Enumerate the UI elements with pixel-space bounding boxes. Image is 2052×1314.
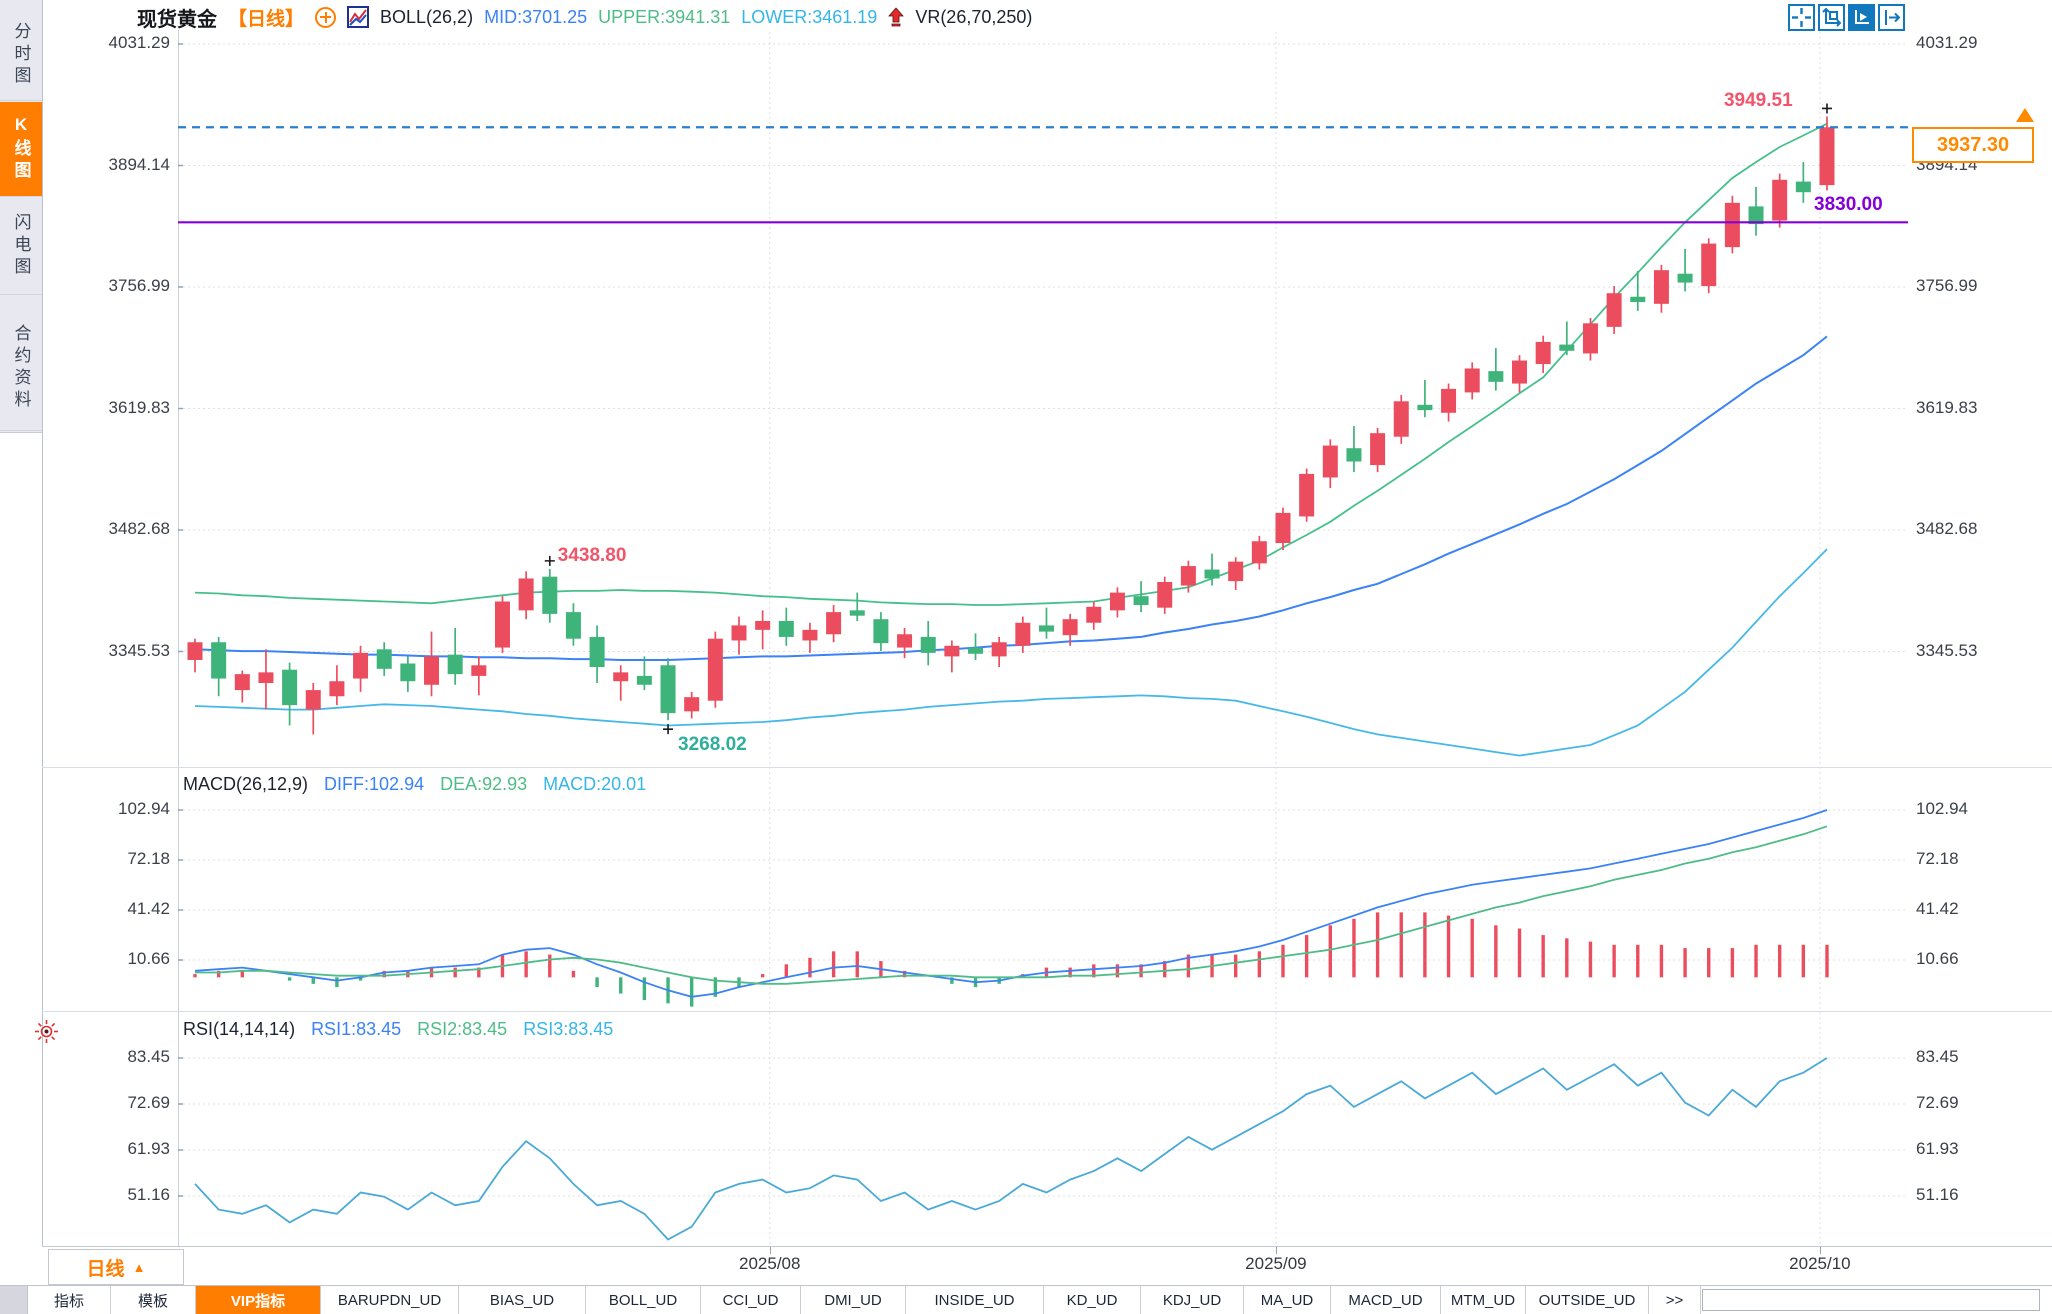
symbol-name: 现货黄金 [137, 8, 217, 31]
time-axis-tick [1275, 1247, 1277, 1254]
price-axis-label: 3894.14 [108, 154, 170, 174]
price-axis-label: 4031.29 [108, 33, 170, 52]
chevron-up-icon: ▲ [132, 1259, 146, 1275]
price-axis-label: 3345.53 [1916, 640, 1978, 660]
sidebar-tab-3[interactable]: 闪电图 [0, 198, 42, 295]
panel-divider [42, 767, 2052, 768]
boll-params: BOLL(26,2) [380, 6, 474, 27]
swing-low-label: 3268.02 [678, 734, 747, 756]
indicator-tab-MACD_UD[interactable]: MACD_UD [1331, 1286, 1441, 1314]
indicator-tab-KDJ_UD[interactable]: KDJ_UD [1141, 1286, 1244, 1314]
rsi-axis-label: 61.93 [1916, 1139, 1959, 1158]
indicator-tab-BARUPDN_UD[interactable]: BARUPDN_UD [321, 1286, 459, 1314]
kline-style-icon[interactable] [347, 6, 370, 28]
indicator-search-box[interactable] [1702, 1289, 2040, 1311]
rsi3-value: RSI3:83.45 [523, 1019, 614, 1039]
period-selector-button[interactable]: 日线 ▲ [48, 1249, 184, 1285]
fit-axis-icon[interactable] [1818, 4, 1845, 31]
indicator-tab-VIP指标[interactable]: VIP指标 [196, 1286, 321, 1314]
time-axis-label: 2025/10 [1789, 1254, 1851, 1273]
time-axis-label: 2025/08 [739, 1254, 801, 1273]
macd-axis-label: 72.18 [127, 849, 170, 868]
time-axis-tick [1819, 1247, 1821, 1254]
indicator-tab-BOLL_UD[interactable]: BOLL_UD [586, 1286, 701, 1314]
macd-axis-label: 102.94 [118, 799, 170, 818]
current-price-tag: 3937.30 [1912, 127, 2034, 163]
time-axis-label: 2025/09 [1245, 1254, 1307, 1273]
macd-axis-label: 10.66 [127, 949, 170, 968]
rsi-axis-label: 51.16 [127, 1185, 170, 1205]
rsi-axis-label: 61.93 [127, 1139, 170, 1158]
panel-divider [42, 1246, 2052, 1247]
vr-up-arrow-icon [888, 7, 905, 27]
sidebar-tab-1[interactable]: 分时图 [0, 10, 42, 101]
macd-header: MACD(26,12,9) DIFF:102.94 DEA:92.93 MACD… [183, 774, 646, 795]
boll-mid-value: MID:3701.25 [484, 6, 588, 27]
price-axis-label: 3619.83 [108, 397, 170, 417]
boll-upper-value: UPPER:3941.31 [598, 6, 731, 27]
swing-high-label: 3438.80 [557, 544, 627, 566]
boll-lower-value: LOWER:3461.19 [741, 6, 878, 27]
chart-toolbar [1788, 4, 1905, 31]
indicator-tab-模板[interactable]: 模板 [111, 1286, 196, 1314]
rsi2-value: RSI2:83.45 [417, 1019, 508, 1039]
time-axis-tick [769, 1247, 771, 1254]
latest-high-label: 3949.51 [1723, 90, 1793, 112]
scroll-to-latest-icon[interactable] [1878, 4, 1905, 31]
panel-divider [42, 1011, 2052, 1012]
add-indicator-icon[interactable] [315, 6, 337, 28]
macd-axis-label: 72.18 [1916, 849, 1959, 868]
macd-macd-value: MACD:20.01 [543, 774, 647, 794]
price-up-arrow-icon [2016, 108, 2034, 122]
price-axis-label: 3619.83 [1916, 397, 1978, 417]
rsi1-value: RSI1:83.45 [311, 1019, 402, 1039]
auto-scale-icon[interactable] [1848, 4, 1875, 31]
chart-header: 现货黄金 【日线】 BOLL(26,2) MID:3701.25 UPPER:3… [137, 3, 1032, 31]
macd-dea-value: DEA:92.93 [440, 774, 528, 794]
price-axis-label: 3482.68 [108, 519, 170, 538]
rsi-params: RSI(14,14,14) [183, 1019, 296, 1039]
bottom-corner-square [0, 1286, 28, 1314]
indicator-tab-DMI_UD[interactable]: DMI_UD [801, 1286, 906, 1314]
more-tabs-button[interactable]: >> [1649, 1286, 1701, 1314]
macd-axis-label: 41.42 [127, 899, 170, 918]
price-axis-label: 3345.53 [108, 640, 170, 660]
indicator-tab-INSIDE_UD[interactable]: INSIDE_UD [906, 1286, 1044, 1314]
macd-diff-value: DIFF:102.94 [324, 774, 425, 794]
rsi-axis-label: 51.16 [1916, 1185, 1959, 1205]
indicator-tab-指标[interactable]: 指标 [28, 1286, 111, 1314]
horizontal-line-price-label: 3830.00 [1814, 194, 1883, 216]
vr-params: VR(26,70,250) [915, 6, 1033, 27]
left-sidebar: 分时图 K线图 闪电图合约资料 [0, 0, 43, 1314]
rsi-axis-label: 72.69 [127, 1093, 170, 1112]
indicator-tab-CCI_UD[interactable]: CCI_UD [701, 1286, 801, 1314]
period-label: 【日线】 [228, 8, 305, 30]
indicator-tab-BIAS_UD[interactable]: BIAS_UD [459, 1286, 586, 1314]
price-axis-label: 4031.29 [1916, 33, 1978, 52]
period-selector-label: 日线 [86, 1258, 125, 1280]
macd-axis-label: 10.66 [1916, 949, 1959, 968]
macd-axis-label: 102.94 [1916, 799, 1968, 818]
rsi-axis-label: 83.45 [1916, 1047, 1959, 1066]
price-axis-label: 3756.99 [108, 276, 170, 295]
rsi-header: RSI(14,14,14) RSI1:83.45 RSI2:83.45 RSI3… [183, 1019, 613, 1040]
indicator-tab-OUTSIDE_UD[interactable]: OUTSIDE_UD [1526, 1286, 1649, 1314]
time-axis-row [42, 1247, 2052, 1285]
sidebar-tab-4[interactable]: 合约资料 [0, 306, 42, 431]
rsi-axis-label: 83.45 [127, 1047, 170, 1066]
macd-params: MACD(26,12,9) [183, 774, 309, 794]
indicator-tab-MTM_UD[interactable]: MTM_UD [1441, 1286, 1526, 1314]
price-axis-label: 3756.99 [1916, 276, 1978, 295]
sidebar-tab-zone: 分时图 K线图 闪电图合约资料 [0, 0, 42, 433]
rsi-axis-label: 72.69 [1916, 1093, 1959, 1112]
chart-plot-area[interactable] [178, 0, 1908, 1247]
indicator-tab-MA_UD[interactable]: MA_UD [1244, 1286, 1331, 1314]
sidebar-tab-2[interactable]: K线图 [0, 102, 42, 197]
macd-axis-label: 41.42 [1916, 899, 1959, 918]
indicator-settings-sun-icon[interactable] [33, 1018, 60, 1050]
indicator-tab-KD_UD[interactable]: KD_UD [1044, 1286, 1141, 1314]
crosshair-icon[interactable] [1788, 4, 1815, 31]
price-axis-label: 3482.68 [1916, 519, 1978, 538]
